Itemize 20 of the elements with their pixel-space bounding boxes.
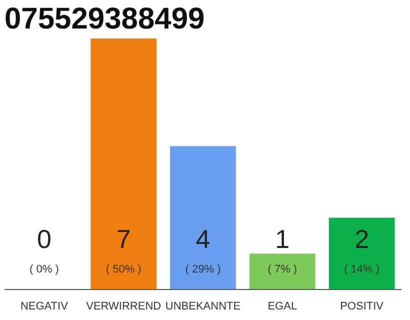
annotation: ( 7% ): [268, 263, 298, 276]
annotation: ( 14% ): [344, 263, 380, 276]
x-tick-label: NEGATIV: [20, 300, 69, 312]
annotation: ( 29% ): [185, 263, 221, 276]
annotation: ( 50% ): [106, 263, 142, 276]
chart-title: 075529388499: [4, 2, 205, 36]
data-label: 1: [275, 224, 290, 254]
bar: [249, 254, 316, 290]
x-tick-label: POSITIV: [340, 300, 384, 312]
x-tick-label: UNBEKANNTE: [165, 300, 241, 312]
bar: [90, 38, 157, 290]
annotation: ( 0% ): [30, 263, 59, 276]
data-label: 2: [354, 224, 370, 254]
x-tick-label: EGAL: [268, 300, 298, 312]
bar: [328, 218, 395, 290]
data-label: 7: [116, 224, 131, 254]
data-label: 4: [196, 224, 210, 254]
bar: [170, 146, 236, 290]
x-tick-label: VERWIRREND: [86, 300, 162, 312]
data-label: 0: [36, 224, 52, 254]
